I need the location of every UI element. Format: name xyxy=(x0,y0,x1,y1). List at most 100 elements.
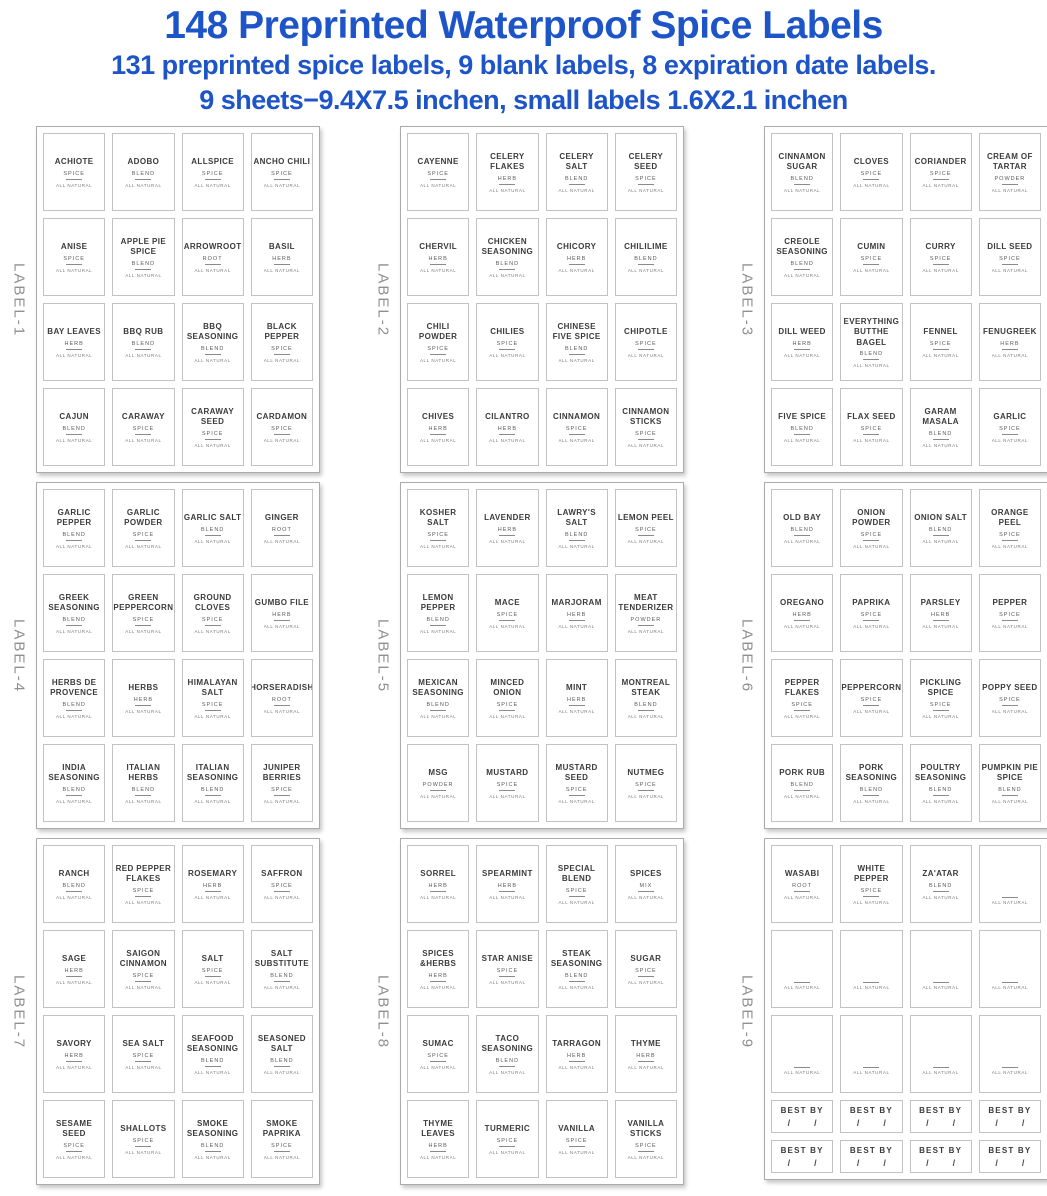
spice-name: SEA SALT xyxy=(122,1039,165,1049)
all-natural-text: ALL NATURAL xyxy=(125,628,162,634)
spice-type: SPICE xyxy=(201,967,224,974)
spice-type: SPICE xyxy=(132,972,155,979)
spice-type: HERB xyxy=(566,1052,587,1059)
spice-name: ACHIOTE xyxy=(54,157,94,167)
spice-type: BLEND xyxy=(928,882,953,889)
divider-line xyxy=(499,1066,516,1068)
spice-type: SPICE xyxy=(201,430,224,437)
spice-label: CHILIES SPICE ALL NATURAL xyxy=(476,303,539,382)
spice-type: SPICE xyxy=(635,526,657,533)
spice-type: SPICE xyxy=(565,425,588,432)
all-natural-text: ALL NATURAL xyxy=(991,267,1029,273)
all-natural-text: ALL NATURAL xyxy=(558,543,595,549)
spice-label: TACO SEASONING BLEND ALL NATURAL xyxy=(476,1015,539,1094)
all-natural-text: ALL NATURAL xyxy=(627,713,665,719)
spice-name: GREEK SEASONING xyxy=(48,593,100,613)
date-slash: / xyxy=(856,1157,860,1168)
spice-name: CORIANDER xyxy=(914,157,967,167)
spice-type: BLEND xyxy=(62,701,86,708)
divider-line xyxy=(794,891,811,893)
all-natural-text: ALL NATURAL xyxy=(489,187,526,193)
blank-label: ALL NATURAL xyxy=(978,930,1041,1009)
spice-name: SHALLOTS xyxy=(120,1124,167,1134)
best-by-text: BEST BY xyxy=(919,1105,963,1115)
all-natural-text: ALL NATURAL xyxy=(125,1149,162,1155)
spice-type: SPICE xyxy=(496,701,519,708)
all-natural-text: ALL NATURAL xyxy=(558,187,595,193)
spice-name: SAFFRON xyxy=(261,869,303,879)
divider-line xyxy=(568,264,585,266)
all-natural-text: ALL NATURAL xyxy=(627,793,665,799)
spice-type: BLEND xyxy=(62,425,86,432)
all-natural-text: ALL NATURAL xyxy=(991,437,1029,443)
divider-line xyxy=(204,354,221,356)
divider-line xyxy=(932,795,949,797)
all-natural-text: ALL NATURAL xyxy=(194,798,231,804)
spice-type: SPICE xyxy=(999,425,1021,432)
spice-name: HIMALAYAN SALT xyxy=(187,678,238,698)
divider-line xyxy=(863,1066,880,1068)
spice-label: MEXICAN SEASONING BLEND ALL NATURAL xyxy=(407,659,470,738)
divider-line xyxy=(204,264,221,266)
sheet-side-label: LABEL-4 xyxy=(10,618,28,693)
spice-type: SPICE xyxy=(201,170,224,177)
spice-name: GREEN PEPPERCORN xyxy=(113,593,174,613)
spice-label: SALT SPICE ALL NATURAL xyxy=(181,930,244,1009)
all-natural-text: ALL NATURAL xyxy=(922,352,959,358)
divider-line xyxy=(204,976,221,978)
divider-line xyxy=(863,264,880,266)
all-natural-text: ALL NATURAL xyxy=(419,894,457,900)
spice-label: SESAME SEED SPICE ALL NATURAL xyxy=(43,1100,106,1179)
all-natural-text: ALL NATURAL xyxy=(194,442,231,448)
spice-type: ROOT xyxy=(202,255,223,262)
spice-name: EVERYTHING BUTTHE BAGEL xyxy=(843,316,900,347)
all-natural-text: ALL NATURAL xyxy=(489,1069,526,1075)
spice-type: SPICE xyxy=(427,1052,449,1059)
spice-type: HERB xyxy=(566,611,587,618)
spice-label: VANILLA SPICE ALL NATURAL xyxy=(545,1100,608,1179)
spice-type: HERB xyxy=(428,882,448,889)
all-natural-text: ALL NATURAL xyxy=(194,357,231,363)
spice-label: CHILILIME BLEND ALL NATURAL xyxy=(614,218,677,297)
all-natural-text: ALL NATURAL xyxy=(419,1154,457,1160)
divider-line xyxy=(863,540,880,542)
all-natural-text: ALL NATURAL xyxy=(489,713,526,719)
all-natural-text: ALL NATURAL xyxy=(783,538,821,544)
spice-name: SAIGON CINNAMON xyxy=(119,949,167,969)
spice-label: PEPPER SPICE ALL NATURAL xyxy=(978,574,1041,653)
spice-type: SPICE xyxy=(496,340,519,347)
divider-line xyxy=(66,264,83,266)
spice-label: GROUND CLOVES SPICE ALL NATURAL xyxy=(181,574,244,653)
spice-label: MEAT TENDERIZER POWDER ALL NATURAL xyxy=(614,574,677,653)
divider-line xyxy=(135,1061,152,1063)
spice-type: SPICE xyxy=(132,1137,155,1144)
spice-type: BLEND xyxy=(564,972,589,979)
spice-name: CHERVIL xyxy=(419,242,458,252)
date-slash-marks: / / xyxy=(926,1158,955,1168)
divider-line xyxy=(430,354,447,356)
divider-line xyxy=(66,1061,83,1063)
divider-line xyxy=(430,710,447,712)
spice-name: VANILLA STICKS xyxy=(627,1119,665,1139)
spice-type: SPICE xyxy=(860,425,883,432)
all-natural-text: ALL NATURAL xyxy=(194,713,231,719)
spice-type: SPICE xyxy=(999,611,1021,618)
spice-type: SPICE xyxy=(791,701,813,708)
all-natural-text: ALL NATURAL xyxy=(558,1149,595,1155)
spice-type: SPICE xyxy=(496,611,519,618)
spice-label: GARLIC POWDER SPICE ALL NATURAL xyxy=(112,489,175,568)
divider-line xyxy=(273,705,290,707)
spice-name: FENUGREEK xyxy=(982,327,1037,337)
divider-line xyxy=(499,535,516,537)
spice-type: SPICE xyxy=(132,531,155,538)
spice-type: BLEND xyxy=(998,786,1022,793)
spice-type: SPICE xyxy=(427,531,449,538)
spice-type: HERB xyxy=(428,425,448,432)
sheet-unit: LABEL-2 CAYENNE SPICE ALL NATURAL CELERY FLA… xyxy=(366,126,684,474)
divider-line xyxy=(637,184,654,186)
label-sheet: ACHIOTE SPICE ALL NATURAL ADOBO BLEND ALL NAT… xyxy=(36,126,320,474)
all-natural-text: ALL NATURAL xyxy=(783,985,821,991)
spice-name: MSG xyxy=(428,768,448,778)
spice-type: SPICE xyxy=(565,1137,588,1144)
spice-label: HERBS DE PROVENCE BLEND ALL NATURAL xyxy=(43,659,106,738)
